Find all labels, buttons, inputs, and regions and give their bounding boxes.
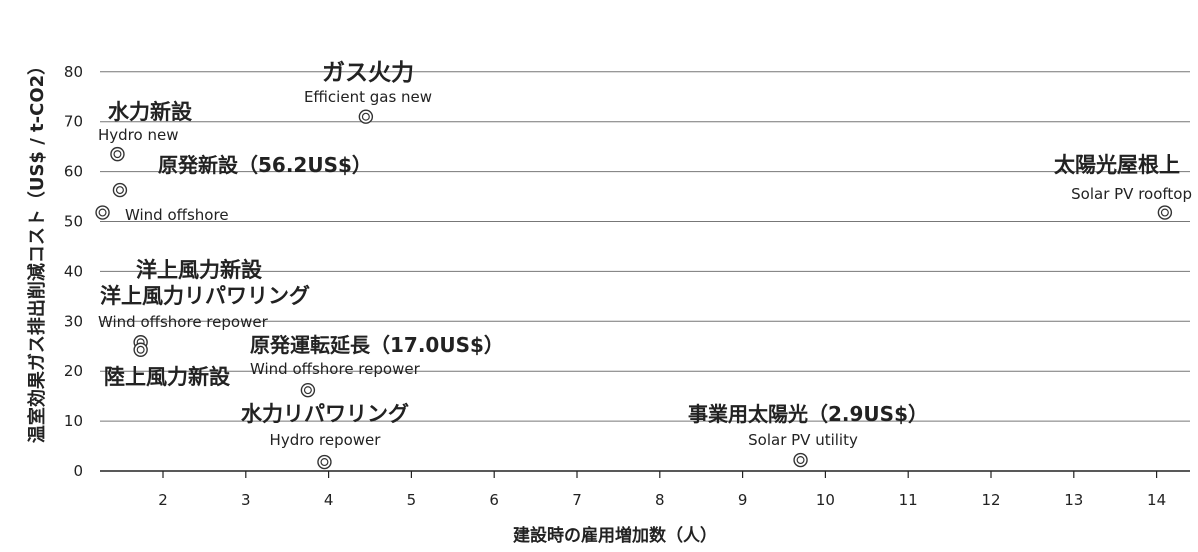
- y-tick-label: 80: [64, 63, 83, 81]
- data-point: [112, 182, 128, 198]
- data-points: [95, 109, 1173, 470]
- annotation-label-ja: 水力リパワリング: [241, 402, 409, 426]
- annotation-label-en: Wind offshore repower: [250, 360, 421, 378]
- y-tick-label: 0: [73, 462, 83, 480]
- x-tick-label: 9: [738, 491, 748, 509]
- annotation-label-en: Hydro new: [98, 126, 178, 144]
- y-axis-label: 温室効果ガス排出削減コスト（US$ / t-CO2）: [26, 57, 48, 443]
- x-axis-label: 建設時の雇用増加数（人）: [513, 525, 717, 546]
- annotation-label-ja: 原発新設（56.2US$）: [158, 153, 372, 177]
- x-tick-label: 13: [1064, 491, 1083, 509]
- x-tick-label: 5: [407, 491, 417, 509]
- data-point: [300, 382, 316, 398]
- grid-lines: [100, 71, 1190, 422]
- x-tick-label: 11: [899, 491, 918, 509]
- annotation-label-en: Wind offshore: [125, 206, 229, 224]
- annotation-label-ja: ガス火力: [322, 60, 414, 86]
- annotation-label-ja: 太陽光屋根上: [1054, 153, 1180, 177]
- annotation-label-en: Efficient gas new: [304, 88, 432, 106]
- y-tick-label: 40: [64, 262, 83, 280]
- x-tick-label: 12: [981, 491, 1000, 509]
- x-tick-label: 14: [1147, 491, 1166, 509]
- y-tick-label: 60: [64, 163, 83, 181]
- y-tick-label: 30: [64, 312, 83, 330]
- data-point: [1157, 205, 1173, 220]
- annotation-label-ja: 水力新設: [108, 100, 193, 124]
- annotation-label-en: Wind offshore repower: [98, 313, 269, 331]
- x-tick-label: 7: [572, 491, 582, 509]
- x-tick-label: 8: [655, 491, 665, 509]
- annotation-label-en: Hydro repower: [270, 431, 382, 449]
- y-tick-label: 10: [64, 412, 83, 430]
- annotation-label-ja: 洋上風力新設: [136, 258, 263, 282]
- x-tick-label: 4: [324, 491, 334, 509]
- x-tick-labels: 2 3 4 5 6 7 8 9 10 11 12 13 14: [158, 471, 1166, 509]
- annotation-label-ja: 洋上風力リパワリング: [100, 284, 310, 308]
- data-point: [110, 146, 125, 162]
- annotation-label-en: Solar PV rooftop: [1071, 185, 1192, 203]
- annotation-label-ja: 原発運転延長（17.0US$）: [250, 333, 504, 357]
- data-point: [95, 205, 110, 220]
- y-tick-label: 20: [64, 362, 83, 380]
- y-tick-label: 50: [64, 213, 83, 231]
- data-point: [317, 454, 332, 470]
- annotation-label-ja: 陸上風力新設: [104, 365, 231, 389]
- x-tick-label: 6: [489, 491, 499, 509]
- point-annotations: ガス火力 Efficient gas new 水力新設 Hydro new 原発新設（5…: [98, 60, 1192, 449]
- y-tick-labels: 0 10 20 30 40 50 60 70 80: [64, 63, 83, 480]
- annotation-label-en: Solar PV utility: [748, 431, 858, 449]
- data-point: [793, 452, 808, 468]
- x-tick-label: 3: [241, 491, 251, 509]
- y-tick-label: 70: [64, 113, 83, 131]
- data-point: [133, 342, 148, 357]
- x-tick-label: 10: [816, 491, 835, 509]
- annotation-label-ja: 事業用太陽光（2.9US$）: [688, 402, 928, 426]
- data-point: [358, 109, 374, 124]
- x-tick-label: 2: [158, 491, 168, 509]
